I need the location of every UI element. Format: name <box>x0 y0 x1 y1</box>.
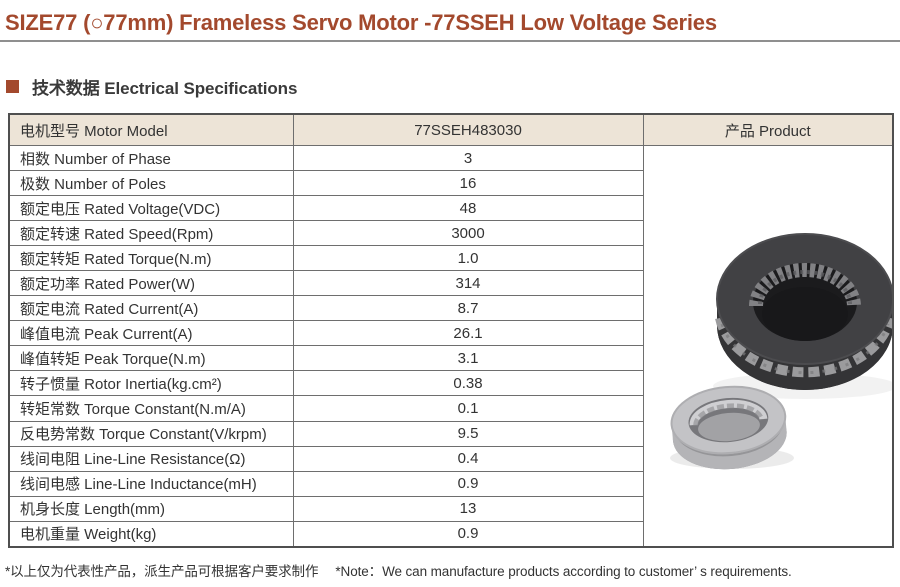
spec-label: 峰值电流 Peak Current(A) <box>8 320 294 347</box>
spec-value: 3.1 <box>292 345 644 372</box>
spec-row: 极数 Number of Poles 16 <box>8 170 893 197</box>
stator-ring <box>714 233 892 390</box>
section-header: 技术数据 Electrical Specifications <box>6 75 900 98</box>
spec-row: 转矩常数 Torque Constant(N.m/A) 0.1 <box>8 395 893 422</box>
spec-value: 314 <box>292 270 644 297</box>
footer-note: *以上仅为代表性产品，派生产品可根据客户要求制作 *Note：We can ma… <box>5 564 792 579</box>
rotor-ring <box>670 385 787 470</box>
product-image-cell <box>642 145 894 548</box>
spec-row: 线间电阻 Line-Line Resistance(Ω) 0.4 <box>8 445 893 472</box>
spec-value: 1.0 <box>292 245 644 272</box>
spec-value: 3000 <box>292 220 644 247</box>
spec-value: 0.9 <box>292 470 644 497</box>
spec-label: 额定转速 Rated Speed(Rpm) <box>8 220 294 247</box>
spec-table-body: 相数 Number of Phase 3 <box>8 144 894 548</box>
spec-label: 线间电阻 Line-Line Resistance(Ω) <box>8 445 294 472</box>
spec-value: 3 <box>292 144 644 172</box>
spec-label: 线间电感 Line-Line Inductance(mH) <box>8 470 294 497</box>
spec-value: 0.4 <box>292 445 644 472</box>
spec-value: 48 <box>292 195 644 222</box>
motor-model-header: 电机型号 Motor Model <box>8 113 294 146</box>
spec-row: 相数 Number of Phase 3 <box>8 144 894 548</box>
section-title: 技术数据 Electrical Specifications <box>32 78 298 98</box>
spec-value: 16 <box>292 170 644 197</box>
spec-value: 26.1 <box>292 320 644 347</box>
spec-label: 额定功率 Rated Power(W) <box>8 270 294 297</box>
spec-row: 电机重量 Weight(kg) 0.9 <box>8 520 893 548</box>
spec-label: 相数 Number of Phase <box>8 144 294 172</box>
page-title: SIZE77 (○77mm) Frameless Servo Motor -77… <box>5 10 717 35</box>
spec-value: 9.5 <box>292 420 644 447</box>
spec-label: 额定电压 Rated Voltage(VDC) <box>8 195 294 222</box>
spec-row: 线间电感 Line-Line Inductance(mH) 0.9 <box>8 470 893 497</box>
spec-label: 反电势常数 Torque Constant(V/krpm) <box>8 420 294 447</box>
spec-row: 反电势常数 Torque Constant(V/krpm) 9.5 <box>8 420 893 447</box>
spec-value: 0.1 <box>292 395 644 422</box>
title-divider <box>0 40 900 42</box>
spec-value: 8.7 <box>292 295 644 322</box>
spec-row: 峰值电流 Peak Current(A) 26.1 <box>8 320 893 347</box>
spec-label: 额定电流 Rated Current(A) <box>8 295 294 322</box>
section-bullet-icon <box>6 79 19 93</box>
spec-value: 13 <box>292 495 644 522</box>
spec-row: 额定电压 Rated Voltage(VDC) 48 <box>8 195 893 222</box>
product-photo <box>669 233 892 470</box>
spec-label: 峰值转矩 Peak Torque(N.m) <box>8 345 294 372</box>
spec-value: 0.9 <box>292 520 644 548</box>
spec-row: 额定功率 Rated Power(W) 314 <box>8 270 893 297</box>
spec-value: 0.38 <box>292 370 644 397</box>
product-column-header: 产品 Product <box>642 113 894 146</box>
spec-row: 峰值转矩 Peak Torque(N.m) 3.1 <box>8 345 893 372</box>
spec-label: 转矩常数 Torque Constant(N.m/A) <box>8 395 294 422</box>
motor-model-number: 77SSEH483030 <box>292 113 644 146</box>
spec-row: 额定转矩 Rated Torque(N.m) 1.0 <box>8 245 893 272</box>
spec-label: 极数 Number of Poles <box>8 170 294 197</box>
spec-label: 转子惯量 Rotor Inertia(kg.cm²) <box>8 370 294 397</box>
electrical-specs-table: 电机型号 Motor Model 77SSEH483030 产品 Product… <box>8 113 894 548</box>
spec-label: 电机重量 Weight(kg) <box>8 520 294 548</box>
spec-row: 机身长度 Length(mm) 13 <box>8 495 893 522</box>
spec-label: 机身长度 Length(mm) <box>8 495 294 522</box>
spec-table-header-row: 电机型号 Motor Model 77SSEH483030 产品 Product <box>8 113 894 146</box>
spec-row: 额定转速 Rated Speed(Rpm) 3000 <box>8 220 893 247</box>
spec-label: 额定转矩 Rated Torque(N.m) <box>8 245 294 272</box>
